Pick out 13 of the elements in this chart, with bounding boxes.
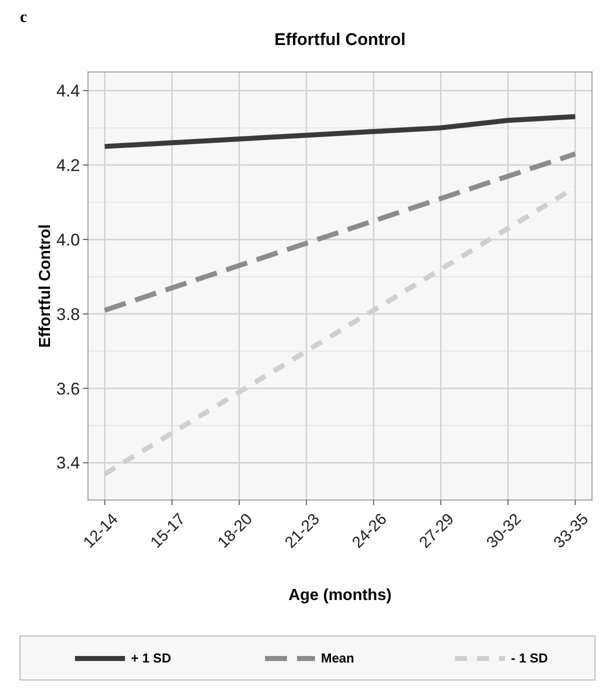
y-tick-label: 4.0 [56, 230, 80, 250]
y-axis-title: Effortful Control [37, 224, 54, 348]
y-tick-label: 3.6 [56, 379, 80, 398]
y-tick-label: 4.2 [56, 156, 80, 175]
chart-title: Effortful Control [274, 30, 406, 49]
text: c [20, 9, 28, 26]
y-tick-label: 3.4 [56, 454, 80, 473]
y-tick-label: 4.4 [56, 82, 80, 101]
legend-label: - 1 SD [511, 650, 548, 666]
legend-label: + 1 SD [131, 650, 172, 666]
y-tick-label: 3.8 [56, 304, 80, 324]
legend-label: Mean [321, 650, 354, 666]
x-axis-title: Age (months) [288, 587, 392, 604]
